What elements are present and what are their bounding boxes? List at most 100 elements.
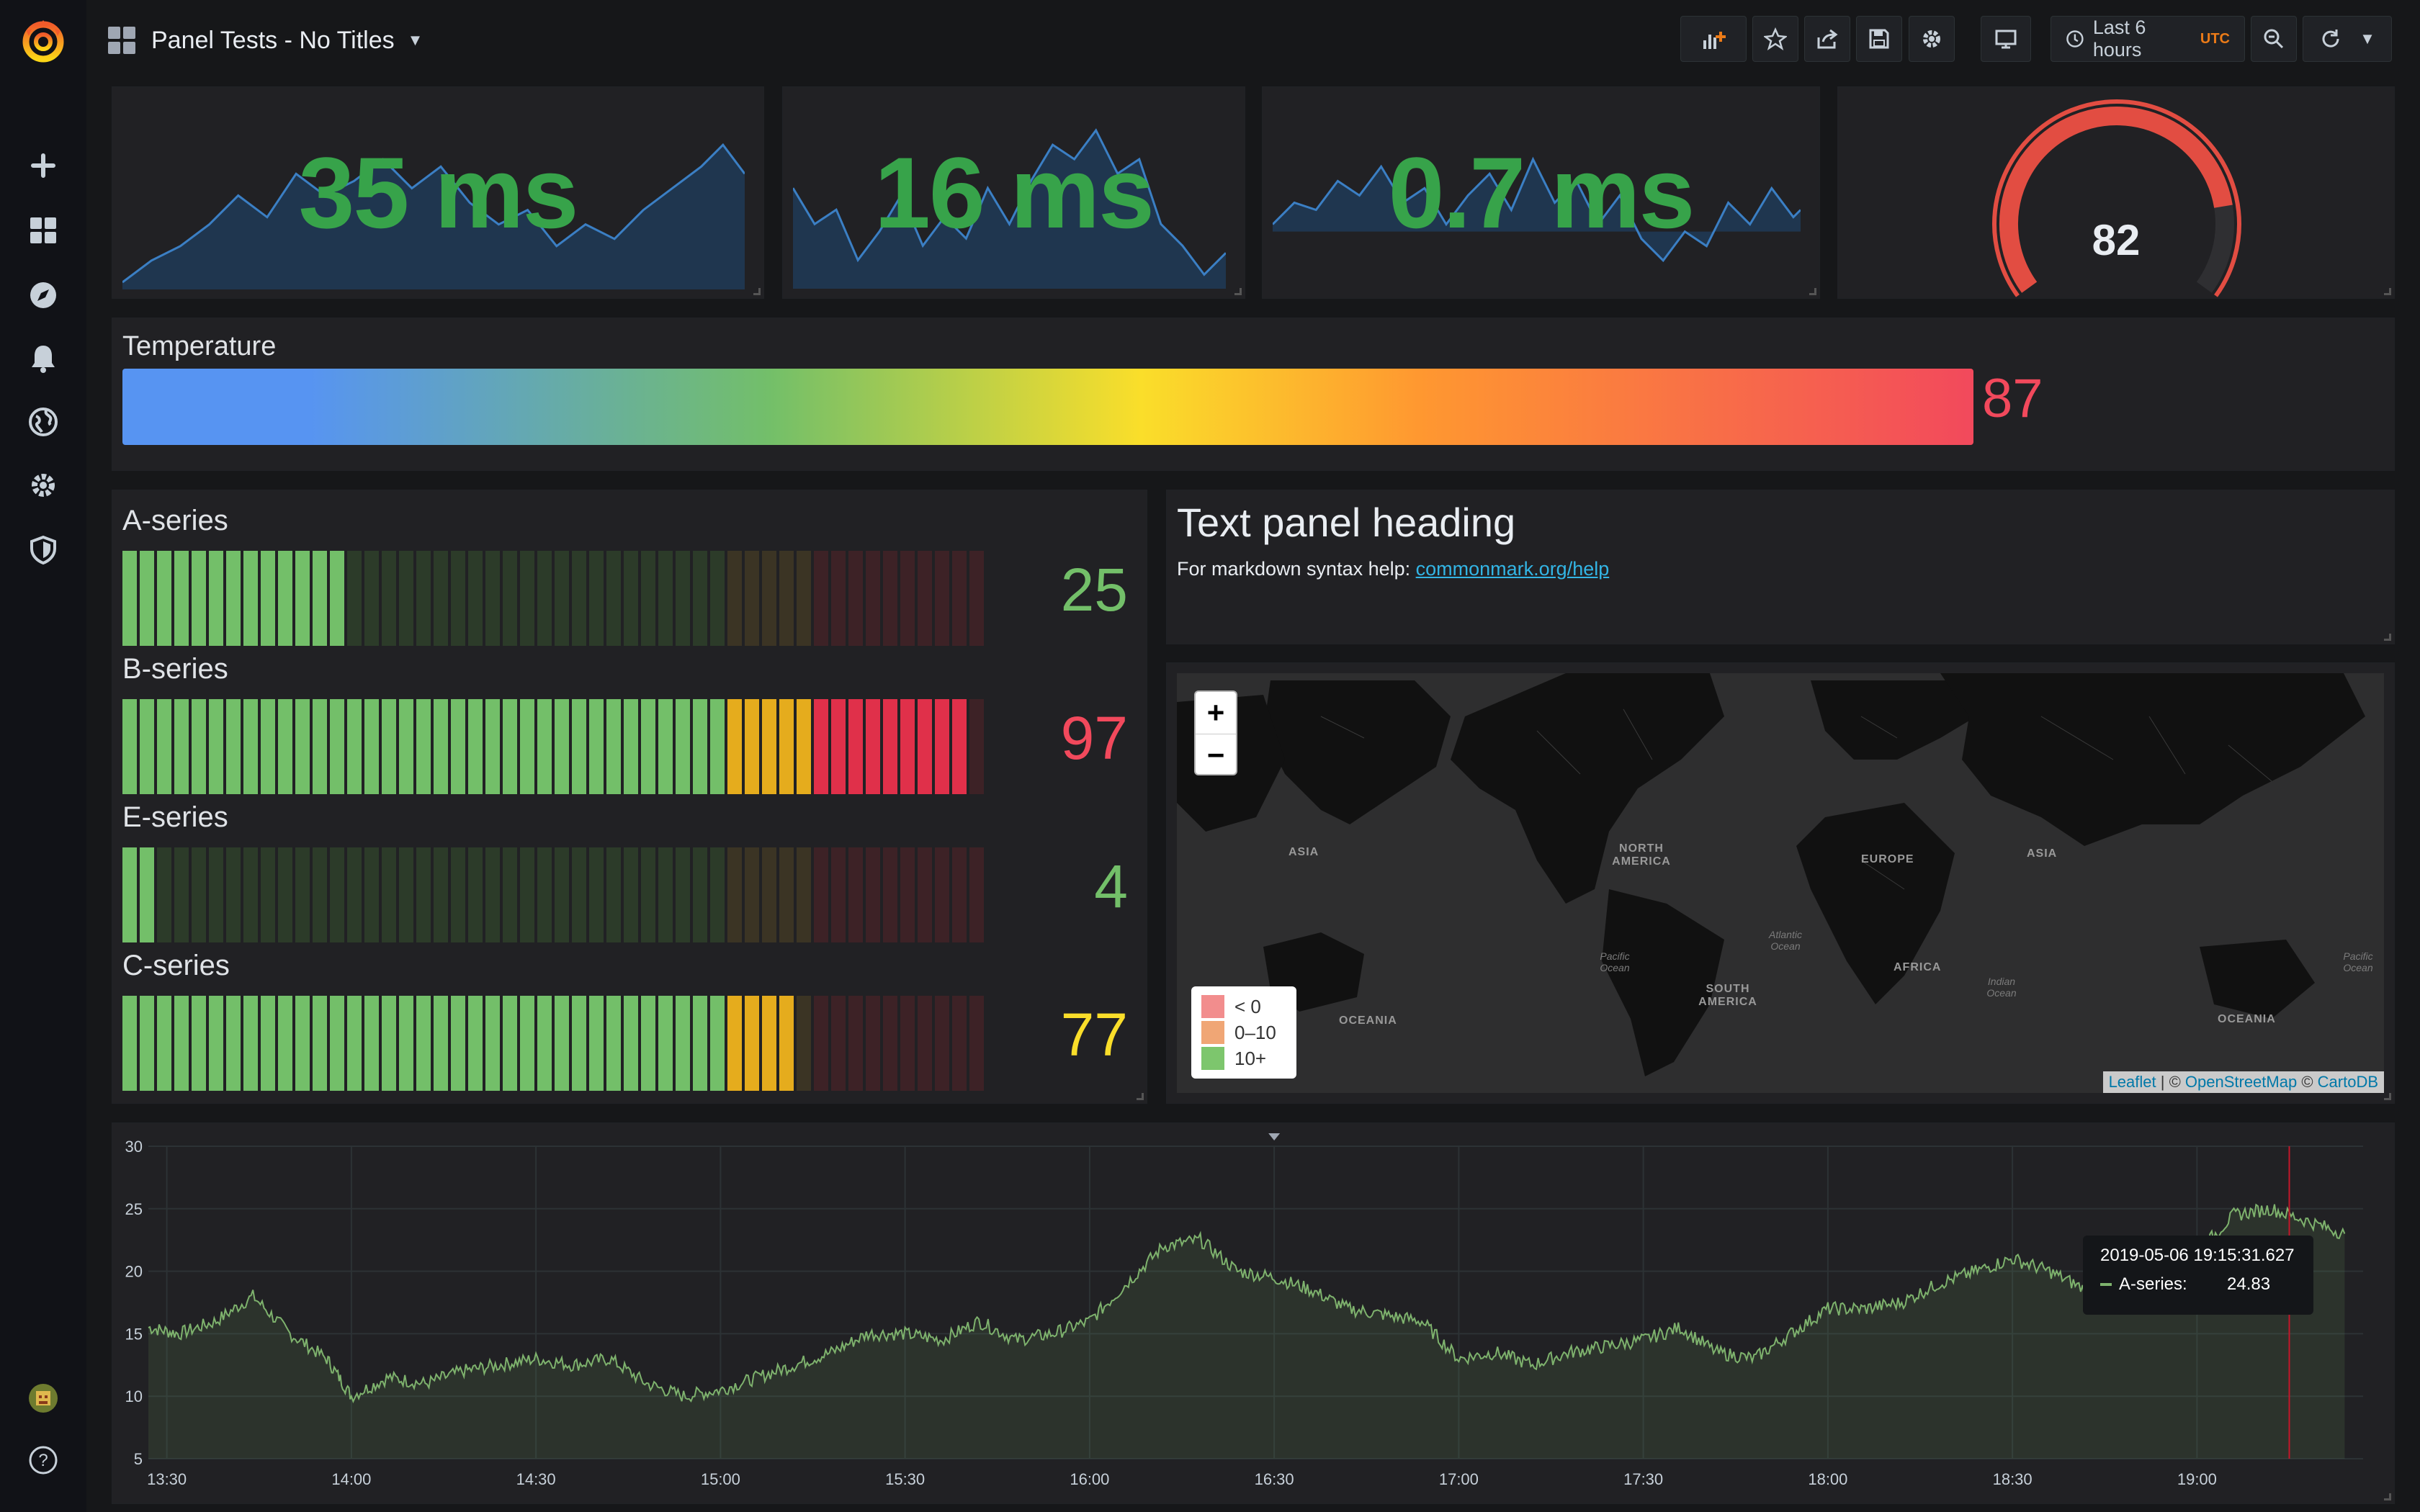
settings-button[interactable]: [1909, 16, 1955, 62]
lcd-cell: [676, 847, 690, 942]
lcd-cell: [451, 551, 465, 646]
lcd-cell: [451, 847, 465, 942]
panel-resize-handle[interactable]: [1809, 288, 1816, 295]
map-land: [1177, 673, 2365, 1076]
lcd-cell: [399, 847, 413, 942]
star-button[interactable]: [1752, 16, 1798, 62]
help-icon[interactable]: ?: [22, 1439, 65, 1482]
lcd-cell: [226, 847, 241, 942]
legend-item: < 0: [1201, 994, 1286, 1020]
lcd-cell: [347, 699, 362, 794]
lcd-cell: [485, 996, 500, 1091]
time-series-graph[interactable]: 30 25 20 15 10 513:30 14:00 14:30 15:00 15:30 16:0…: [112, 1123, 2396, 1505]
lcd-cell: [918, 996, 932, 1091]
lcd-cell: [969, 551, 984, 646]
lcd-cell: [866, 699, 880, 794]
leaflet-link[interactable]: Leaflet: [2108, 1073, 2156, 1091]
lcd-cell: [520, 699, 534, 794]
dashboard-title[interactable]: Panel Tests - No Titles: [151, 26, 395, 54]
panel-resize-handle[interactable]: [753, 288, 761, 295]
annotation-marker-icon[interactable]: [1268, 1133, 1281, 1140]
lcd-cell: [555, 996, 569, 1091]
lcd-cell: [243, 996, 258, 1091]
lcd-cell: [192, 847, 206, 942]
avatar[interactable]: [22, 1377, 65, 1420]
lcd-cell: [935, 551, 949, 646]
caret-down-icon: ▼: [407, 31, 424, 49]
lcd-cell: [434, 699, 448, 794]
alerting-icon[interactable]: [22, 337, 65, 380]
configuration-icon[interactable]: [22, 464, 65, 507]
commonmark-help-link[interactable]: commonmark.org/help: [1415, 558, 1610, 580]
cartodb-link[interactable]: CartoDB: [2317, 1073, 2378, 1091]
lcd-cell: [140, 551, 154, 646]
time-picker-button[interactable]: Last 6 hours UTC: [2051, 16, 2245, 62]
lcd-cell: [589, 847, 604, 942]
refresh-icon[interactable]: [2319, 27, 2342, 50]
grafana-logo[interactable]: [16, 13, 71, 68]
lcd-cell: [157, 996, 171, 1091]
lcd-cell: [278, 996, 292, 1091]
shield-icon[interactable]: [22, 528, 65, 572]
dashboards-icon[interactable]: [22, 209, 65, 252]
lcd-cell: [382, 847, 396, 942]
lcd-cell: [192, 996, 206, 1091]
panel-resize-handle[interactable]: [2384, 288, 2391, 295]
lcd-cell: [952, 699, 967, 794]
lcd-cell: [727, 847, 742, 942]
world-map[interactable]: ASIA NORTH AMERICA EUROPE ASIA SOUTH AME…: [1177, 673, 2384, 1093]
lcd-cell: [935, 699, 949, 794]
add-panel-button[interactable]: [1680, 16, 1747, 62]
lcd-cell: [122, 996, 137, 1091]
refresh-interval-caret-icon[interactable]: ▼: [2360, 30, 2375, 48]
series-line-a[interactable]: [148, 1203, 2346, 1404]
time-range-label: Last 6 hours: [2092, 17, 2146, 60]
lcd-cell: [797, 847, 811, 942]
lcd-cell: [174, 699, 189, 794]
openstreetmap-link[interactable]: OpenStreetMap: [2184, 1073, 2298, 1091]
lcd-cell: [261, 551, 275, 646]
lcd-cell: [572, 996, 586, 1091]
x-tick-label: 17:30: [1623, 1470, 1663, 1488]
lcd-cell: [382, 699, 396, 794]
x-tick-label: 19:00: [2177, 1470, 2217, 1488]
panel-resize-handle[interactable]: [2384, 1493, 2391, 1500]
lcd-cell: [537, 551, 552, 646]
panel-resize-handle[interactable]: [2384, 1093, 2391, 1100]
save-button[interactable]: [1856, 16, 1902, 62]
lcd-cell: [606, 996, 621, 1091]
add-icon[interactable]: [22, 144, 65, 187]
bar-gauge-title-e: E-series: [122, 801, 228, 833]
graph-panel[interactable]: 30 25 20 15 10 5 13:30 14:00 14:30 15:00 15:30 16:0…: [112, 1122, 2395, 1504]
panel-resize-handle[interactable]: [1137, 1093, 1144, 1100]
y-tick-label: 15: [125, 1325, 143, 1343]
lcd-cell: [779, 996, 794, 1091]
lcd-cell: [797, 996, 811, 1091]
legend-swatch: [1201, 1021, 1224, 1044]
lcd-cell: [710, 996, 725, 1091]
label-oceania-west: OCEANIA: [1339, 1014, 1397, 1027]
lcd-cell: [503, 847, 517, 942]
lcd-cell: [537, 699, 552, 794]
map-zoom-out-button[interactable]: −: [1196, 734, 1236, 775]
dashboard-picker[interactable]: Panel Tests - No Titles ▼: [108, 20, 423, 60]
globe-icon[interactable]: [22, 400, 65, 444]
refresh-button-group[interactable]: ▼: [2303, 16, 2392, 62]
map-zoom-in-button[interactable]: +: [1206, 696, 1225, 729]
panel-resize-handle[interactable]: [2384, 634, 2391, 641]
lcd-cell: [624, 996, 638, 1091]
zoom-out-time-button[interactable]: [2251, 16, 2297, 62]
lcd-cell: [468, 551, 483, 646]
lcd-cell: [918, 847, 932, 942]
lcd-cell: [935, 847, 949, 942]
share-button[interactable]: [1804, 16, 1850, 62]
tv-mode-button[interactable]: [1981, 16, 2031, 62]
y-tick-label: 5: [134, 1450, 143, 1468]
panel-resize-handle[interactable]: [1234, 288, 1242, 295]
lcd-cell: [226, 996, 241, 1091]
lcd-cell: [831, 699, 846, 794]
explore-icon[interactable]: [22, 274, 65, 317]
help-prefix: For markdown syntax help:: [1177, 558, 1416, 580]
lcd-cell: [451, 996, 465, 1091]
lcd-cell: [122, 699, 137, 794]
